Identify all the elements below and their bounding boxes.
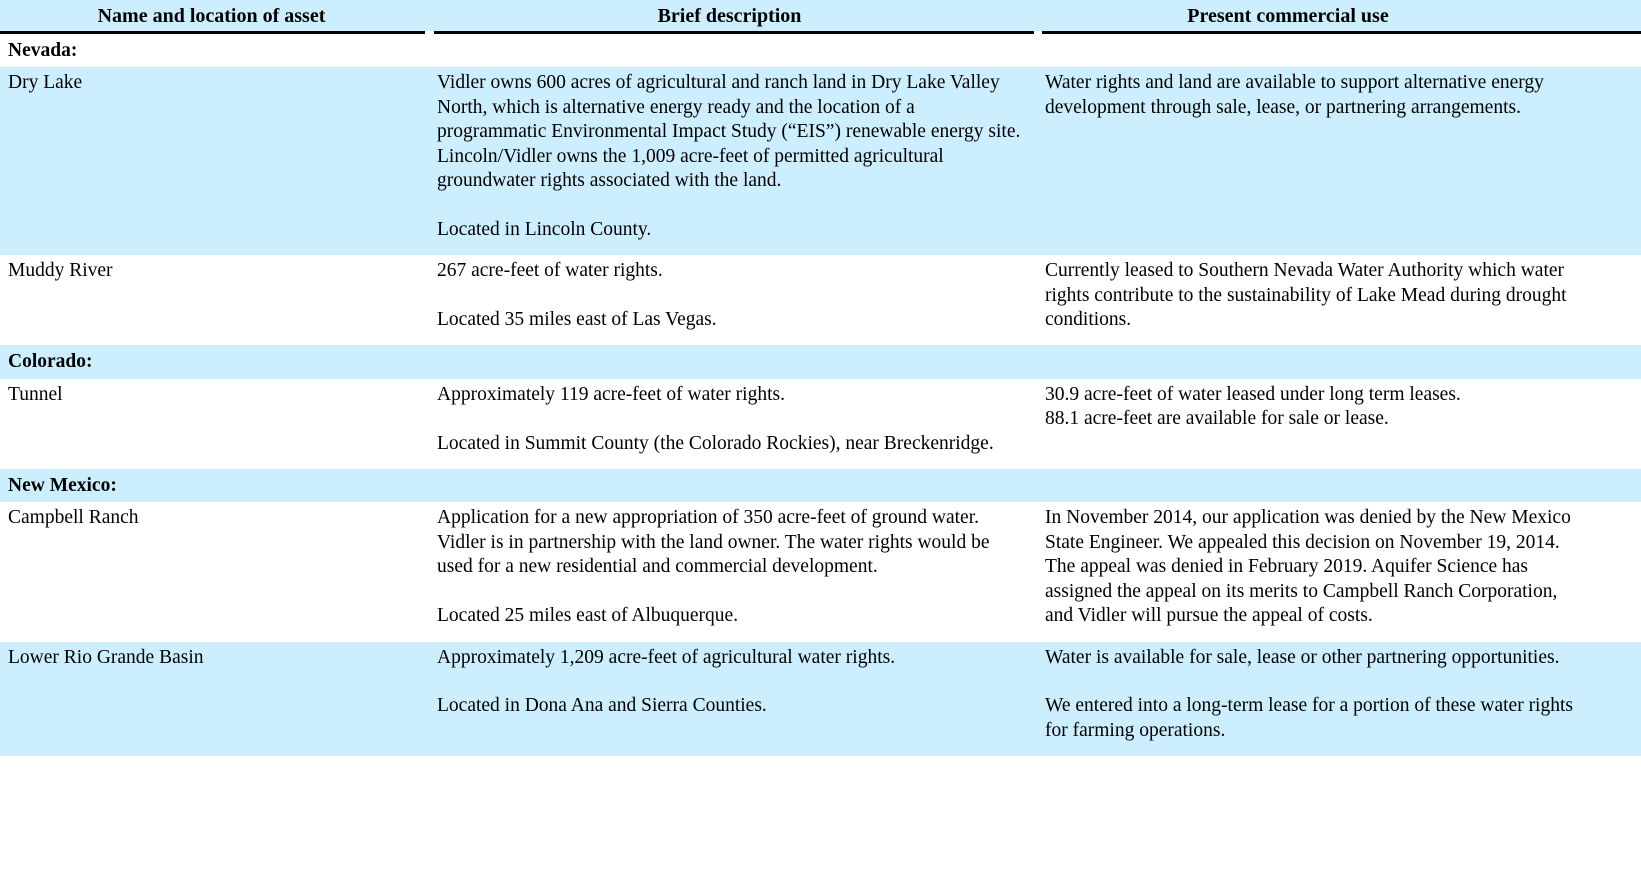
asset-use-cell — [1042, 469, 1641, 502]
paragraph: Located in Lincoln County. — [437, 218, 652, 240]
asset-row-dry-lake: Dry Lake Vidler owns 600 acres of agricul… — [0, 67, 1641, 256]
column-gap — [1034, 34, 1042, 67]
section-row-colorado: Colorado: — [0, 345, 1641, 379]
asset-description-cell — [434, 345, 1034, 378]
column-gap — [425, 345, 434, 378]
paragraph: Muddy River — [8, 260, 113, 282]
section-row-nevada: Nevada: — [0, 34, 1641, 67]
asset-name-cell: Campbell Ranch — [0, 502, 425, 641]
section-row-new-mexico: New Mexico: — [0, 469, 1641, 503]
assets-table: Name and location of asset Brief descrip… — [0, 0, 1641, 757]
paragraph: 30.9 acre-feet of water leased under lon… — [1045, 383, 1461, 430]
asset-row-campbell-ranch: Campbell Ranch Application for a new appr… — [0, 502, 1641, 641]
paragraph: Application for a new appropriation of 3… — [437, 507, 990, 578]
paragraph: Water is available for sale, lease or ot… — [1045, 646, 1560, 668]
paragraph: Located in Summit County (the Colorado R… — [437, 432, 994, 454]
column-gap — [1034, 67, 1042, 255]
table-body: Nevada: Dry Lake Vidler owns 600 acres of … — [0, 34, 1641, 757]
column-gap — [1034, 345, 1042, 378]
asset-description-cell: Approximately 119 acre-feet of water rig… — [434, 379, 1034, 469]
asset-name-cell: Dry Lake — [0, 67, 425, 255]
section-label-cell: New Mexico: — [0, 469, 425, 502]
column-gap — [425, 642, 434, 757]
column-gap — [425, 469, 434, 502]
asset-name-cell: Muddy River — [0, 255, 425, 345]
column-header-brief-description: Brief description — [434, 0, 1034, 34]
paragraph: Approximately 119 acre-feet of water rig… — [437, 383, 785, 405]
paragraph: Dry Lake — [8, 72, 83, 94]
asset-use-cell — [1042, 34, 1641, 67]
paragraph: 267 acre-feet of water rights. — [437, 260, 663, 282]
column-gap — [1034, 502, 1042, 641]
table-header-row: Name and location of asset Brief descrip… — [0, 0, 1641, 34]
asset-use-cell: In November 2014, our application was de… — [1042, 502, 1641, 641]
column-gap — [425, 67, 434, 255]
paragraph: Water rights and land are available to s… — [1045, 72, 1544, 118]
column-gap — [1034, 0, 1042, 34]
paragraph: Located 35 miles east of Las Vegas. — [437, 309, 717, 331]
paragraph: Located in Dona Ana and Sierra Counties. — [437, 695, 767, 717]
asset-row-muddy-river: Muddy River 267 acre-feet of water rights… — [0, 255, 1641, 345]
asset-description-cell: Application for a new appropriation of 3… — [434, 502, 1034, 641]
column-gap — [425, 502, 434, 641]
column-header-name-location: Name and location of asset — [0, 0, 425, 34]
asset-use-cell: Currently leased to Southern Nevada Wate… — [1042, 255, 1641, 345]
paragraph: Currently leased to Southern Nevada Wate… — [1045, 260, 1567, 331]
asset-name-cell: Tunnel — [0, 379, 425, 469]
asset-use-cell — [1042, 345, 1641, 378]
column-gap — [425, 0, 434, 34]
asset-use-cell: Water is available for sale, lease or ot… — [1042, 642, 1641, 757]
paragraph: Approximately 1,209 acre-feet of agricul… — [437, 646, 896, 668]
asset-description-cell — [434, 469, 1034, 502]
column-gap — [1034, 255, 1042, 345]
paragraph: Campbell Ranch — [8, 507, 139, 529]
column-gap — [425, 379, 434, 469]
asset-description-cell — [434, 34, 1034, 67]
column-header-present-commercial-use: Present commercial use — [1042, 0, 1641, 34]
column-gap — [1034, 469, 1042, 502]
column-gap — [1034, 642, 1042, 757]
column-gap — [1034, 379, 1042, 469]
paragraph: Nevada: — [8, 40, 78, 61]
paragraph: Colorado: — [8, 351, 93, 373]
column-gap — [425, 34, 434, 67]
asset-use-cell: Water rights and land are available to s… — [1042, 67, 1641, 255]
asset-row-lower-rio-grande-basin: Lower Rio Grande Basin Approximately 1,20… — [0, 641, 1641, 757]
paragraph: Located 25 miles east of Albuquerque. — [437, 605, 739, 627]
asset-name-cell: Lower Rio Grande Basin — [0, 642, 425, 757]
asset-description-cell: 267 acre-feet of water rights. Located 35… — [434, 255, 1034, 345]
asset-use-cell: 30.9 acre-feet of water leased under lon… — [1042, 379, 1641, 469]
asset-description-cell: Approximately 1,209 acre-feet of agricul… — [434, 642, 1034, 757]
paragraph: Lower Rio Grande Basin — [8, 646, 204, 668]
paragraph: New Mexico: — [8, 475, 117, 497]
paragraph: In November 2014, our application was de… — [1045, 507, 1571, 627]
section-label-cell: Nevada: — [0, 34, 425, 67]
column-gap — [425, 255, 434, 345]
paragraph: Tunnel — [8, 383, 63, 405]
asset-description-cell: Vidler owns 600 acres of agricultural an… — [434, 67, 1034, 255]
paragraph: We entered into a long-term lease for a … — [1045, 695, 1573, 741]
section-label-cell: Colorado: — [0, 345, 425, 378]
paragraph: Vidler owns 600 acres of agricultural an… — [437, 72, 1021, 192]
asset-row-tunnel: Tunnel Approximately 119 acre-feet of wat… — [0, 379, 1641, 469]
